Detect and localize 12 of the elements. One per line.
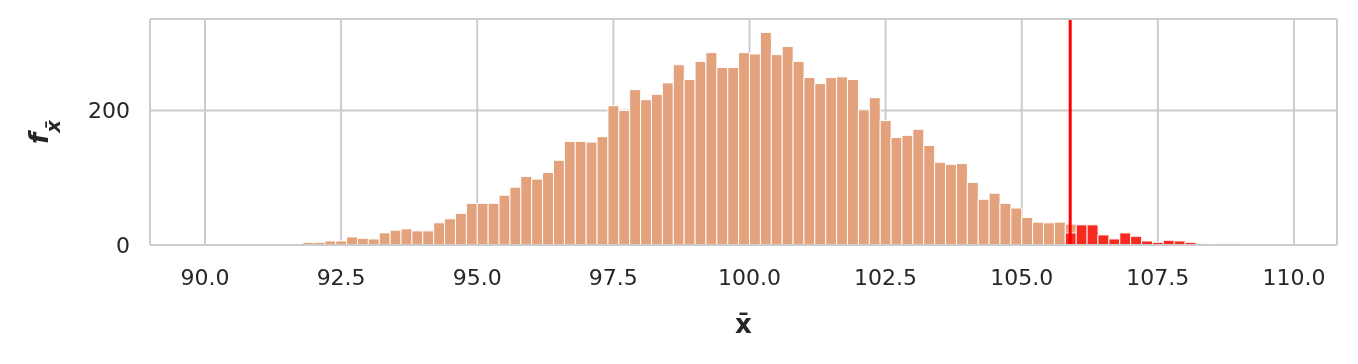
- x-tick-label: 100.0: [718, 264, 781, 290]
- x-tick-label: 110.0: [1262, 264, 1326, 290]
- x-tick-label: 92.5: [316, 264, 366, 290]
- x-tick-label: 97.5: [588, 264, 638, 290]
- y-tick-label: 200: [88, 98, 130, 124]
- x-tick-label: 102.5: [854, 264, 918, 290]
- x-tick-label: 90.0: [180, 264, 230, 290]
- x-axis-title: x̄: [735, 309, 753, 339]
- x-tick-label: 105.0: [990, 264, 1054, 290]
- y-tick-label: 0: [116, 232, 130, 258]
- x-tick-label: 107.5: [1126, 264, 1190, 290]
- x-tick-label: 95.0: [452, 264, 502, 290]
